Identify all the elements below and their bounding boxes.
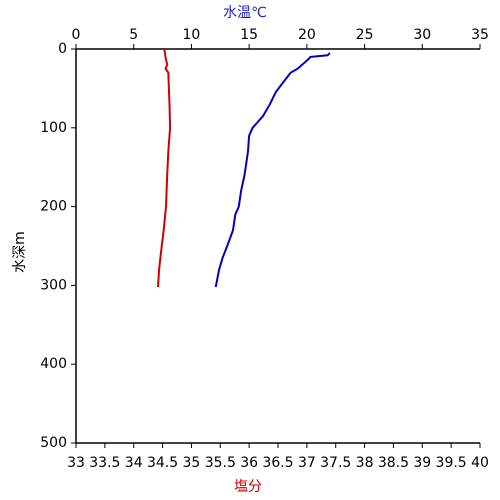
y-tick-label: 400 bbox=[40, 356, 67, 372]
y-axis-label: 水深m bbox=[12, 231, 28, 273]
bottom-axis-label: 塩分 bbox=[234, 479, 262, 495]
x-tick-label: 36 bbox=[240, 455, 258, 471]
y-tick-label: 200 bbox=[40, 199, 67, 215]
x2-tick-label: 35 bbox=[471, 27, 489, 43]
y-tick-label: 100 bbox=[40, 120, 67, 136]
profile-line bbox=[157, 48, 172, 288]
x-tick-label: 38.5 bbox=[378, 455, 409, 471]
x-tick-label: 39.5 bbox=[436, 455, 467, 471]
x-tick-label: 36.5 bbox=[262, 455, 293, 471]
x-tick-label: 40 bbox=[471, 455, 489, 471]
y-tick-label: 0 bbox=[58, 41, 67, 57]
x-tick-label: 37 bbox=[298, 455, 316, 471]
x2-tick-label: 20 bbox=[298, 27, 316, 43]
y-tick-label: 500 bbox=[40, 435, 67, 451]
x-tick-label: 35.5 bbox=[205, 455, 236, 471]
x2-tick-label: 25 bbox=[356, 27, 374, 43]
x-tick-label: 33 bbox=[67, 455, 85, 471]
x-tick-label: 35 bbox=[183, 455, 201, 471]
x-tick-label: 38 bbox=[356, 455, 374, 471]
x-tick-label: 37.5 bbox=[320, 455, 351, 471]
x2-tick-label: 5 bbox=[129, 27, 138, 43]
x-tick-label: 34.5 bbox=[147, 455, 178, 471]
x2-tick-label: 10 bbox=[183, 27, 201, 43]
x2-tick-label: 0 bbox=[72, 27, 81, 43]
x-tick-label: 33.5 bbox=[89, 455, 120, 471]
top-axis-label: 水温℃ bbox=[223, 5, 267, 21]
x2-tick-label: 15 bbox=[240, 27, 258, 43]
x-tick-label: 39 bbox=[413, 455, 431, 471]
profile-line bbox=[214, 52, 331, 288]
x-tick-label: 34 bbox=[125, 455, 143, 471]
y-tick-label: 300 bbox=[40, 277, 67, 293]
x2-tick-label: 30 bbox=[413, 27, 431, 43]
